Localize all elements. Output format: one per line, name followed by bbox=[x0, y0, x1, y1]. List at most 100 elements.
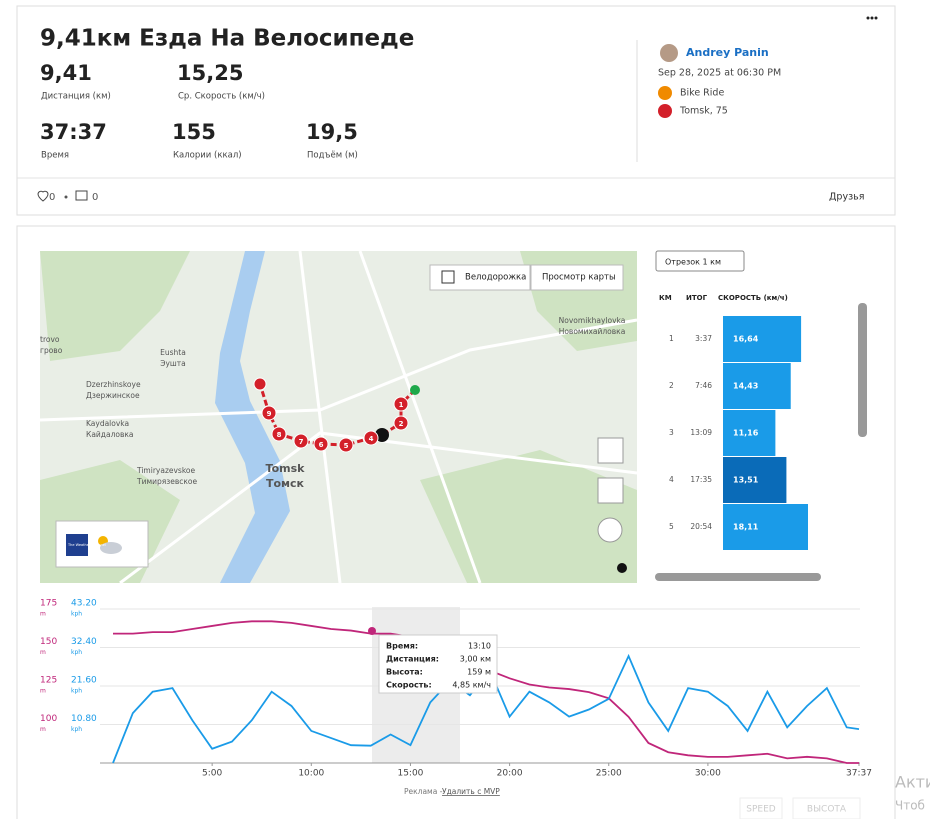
map-view-label[interactable]: Просмотр карты bbox=[542, 273, 616, 283]
activity-card bbox=[16, 5, 896, 216]
split-speed: 11,16 bbox=[733, 429, 759, 438]
checkbox[interactable] bbox=[441, 270, 455, 284]
like-icon[interactable] bbox=[37, 190, 49, 202]
split-km: 2 bbox=[669, 381, 674, 390]
place-label: Новомихайловка bbox=[559, 327, 626, 336]
avatar[interactable] bbox=[660, 44, 678, 62]
athlete-name[interactable]: Andrey Panin bbox=[686, 46, 769, 59]
legend-label[interactable]: ВЫСОТА bbox=[807, 805, 847, 815]
y2-tick-label: 32.40 bbox=[71, 637, 97, 647]
separator bbox=[64, 195, 68, 199]
split-speed: 13,51 bbox=[733, 476, 759, 485]
stat-value: 155 bbox=[172, 120, 216, 144]
tooltip-value: 4,85 км/ч bbox=[452, 681, 491, 690]
activity-type: Bike Ride bbox=[680, 88, 724, 99]
y2-tick-label: 43.20 bbox=[71, 599, 97, 609]
place-label: Eushta bbox=[160, 348, 186, 357]
remove-ads[interactable]: Удалить с MVP bbox=[442, 787, 500, 796]
map-view-button[interactable] bbox=[530, 264, 624, 291]
fullscreen-button[interactable] bbox=[597, 437, 624, 464]
visibility[interactable]: Друзья bbox=[829, 192, 864, 203]
cloud-icon bbox=[100, 542, 122, 554]
comments-count: 0 bbox=[92, 192, 98, 203]
comment-icon[interactable] bbox=[75, 190, 88, 201]
split-column: ИТОГ bbox=[686, 294, 708, 302]
stat-label: Дистанция (км) bbox=[41, 92, 111, 102]
route-marker-label: 1 bbox=[399, 401, 404, 409]
tooltip-value: 3,00 км bbox=[460, 655, 491, 664]
x-tick-label: 20:00 bbox=[497, 769, 523, 779]
pan-button[interactable] bbox=[597, 517, 623, 543]
location-icon bbox=[658, 104, 672, 118]
tooltip-label: Скорость: bbox=[386, 681, 432, 690]
more-menu[interactable] bbox=[866, 16, 878, 20]
tooltip-label: Дистанция: bbox=[386, 655, 439, 664]
activity-title: 9,41км Езда На Велосипеде bbox=[40, 26, 414, 52]
y-tick-label: 100 bbox=[40, 714, 57, 724]
activity-icon bbox=[658, 86, 672, 100]
y-unit: m bbox=[40, 611, 46, 618]
route-marker-label: 5 bbox=[344, 442, 349, 450]
place-label: Кайдаловка bbox=[86, 430, 134, 439]
route-marker bbox=[393, 396, 409, 412]
place-label: грово bbox=[40, 346, 63, 355]
split-speed: 16,64 bbox=[733, 335, 759, 344]
route-marker-label: 2 bbox=[399, 420, 404, 428]
place-label: Novomikhaylovka bbox=[559, 316, 626, 325]
route-cursor bbox=[375, 428, 389, 442]
weather-logo bbox=[66, 534, 88, 556]
scrollbar-h[interactable] bbox=[655, 573, 821, 581]
split-speed: 14,43 bbox=[733, 382, 758, 391]
x-tick-label: 15:00 bbox=[397, 769, 423, 779]
tooltip bbox=[378, 634, 498, 694]
place-label: Timiryazevskoe bbox=[136, 466, 196, 475]
ad-label: Реклама - bbox=[404, 787, 443, 796]
tooltip-value: 159 м bbox=[467, 668, 491, 677]
y2-unit: kph bbox=[71, 688, 82, 695]
stat-value: 15,25 bbox=[177, 61, 243, 85]
split-dropdown[interactable] bbox=[655, 250, 745, 272]
split-total: 17:35 bbox=[690, 475, 712, 484]
route-marker-label: 7 bbox=[299, 438, 304, 446]
hover-point bbox=[368, 627, 376, 635]
split-total: 20:54 bbox=[690, 522, 712, 531]
y-tick-label: 150 bbox=[40, 637, 57, 647]
focus-button[interactable] bbox=[597, 477, 624, 504]
split-total: 13:09 bbox=[690, 428, 712, 437]
split-dropdown-label[interactable]: Отрезок 1 км bbox=[665, 258, 721, 267]
activity-date: Sep 28, 2025 at 06:30 PM bbox=[658, 68, 781, 79]
route-marker bbox=[293, 433, 309, 449]
split-km: 1 bbox=[669, 334, 674, 343]
route-marker bbox=[363, 430, 379, 446]
likes-count: 0 bbox=[49, 192, 55, 203]
y2-unit: kph bbox=[71, 611, 82, 618]
split-bar bbox=[723, 457, 787, 503]
route-marker-label: 4 bbox=[369, 435, 374, 443]
place-label: Томск bbox=[266, 477, 305, 490]
legend-button[interactable] bbox=[792, 797, 861, 819]
bike-lane-label[interactable]: Велодорожка bbox=[465, 273, 526, 283]
split-total: 3:37 bbox=[695, 334, 712, 343]
split-speed: 18,11 bbox=[733, 523, 759, 532]
route-marker-label: 6 bbox=[319, 441, 324, 449]
watermark: Акти bbox=[895, 773, 930, 792]
split-bar bbox=[723, 504, 808, 550]
place-label: Дзержинское bbox=[86, 391, 140, 400]
y-unit: m bbox=[40, 688, 46, 695]
split-km: 3 bbox=[669, 428, 674, 437]
place-label: Tomsk bbox=[266, 462, 306, 475]
split-column: КМ bbox=[659, 294, 672, 302]
tooltip-value: 13:10 bbox=[468, 642, 491, 651]
legend-button[interactable] bbox=[739, 797, 783, 819]
weather-label: The Weather Channel bbox=[67, 543, 106, 547]
route-marker bbox=[393, 415, 409, 431]
info-icon[interactable] bbox=[617, 563, 627, 573]
river bbox=[215, 251, 290, 583]
legend-label[interactable]: SPEED bbox=[746, 805, 776, 815]
route-start bbox=[410, 385, 420, 395]
map[interactable]: Велодорожка Просмотр карты The Weather Cha… bbox=[39, 250, 638, 585]
x-tick-label: 5:00 bbox=[202, 769, 222, 779]
scrollbar-v[interactable] bbox=[858, 303, 867, 437]
